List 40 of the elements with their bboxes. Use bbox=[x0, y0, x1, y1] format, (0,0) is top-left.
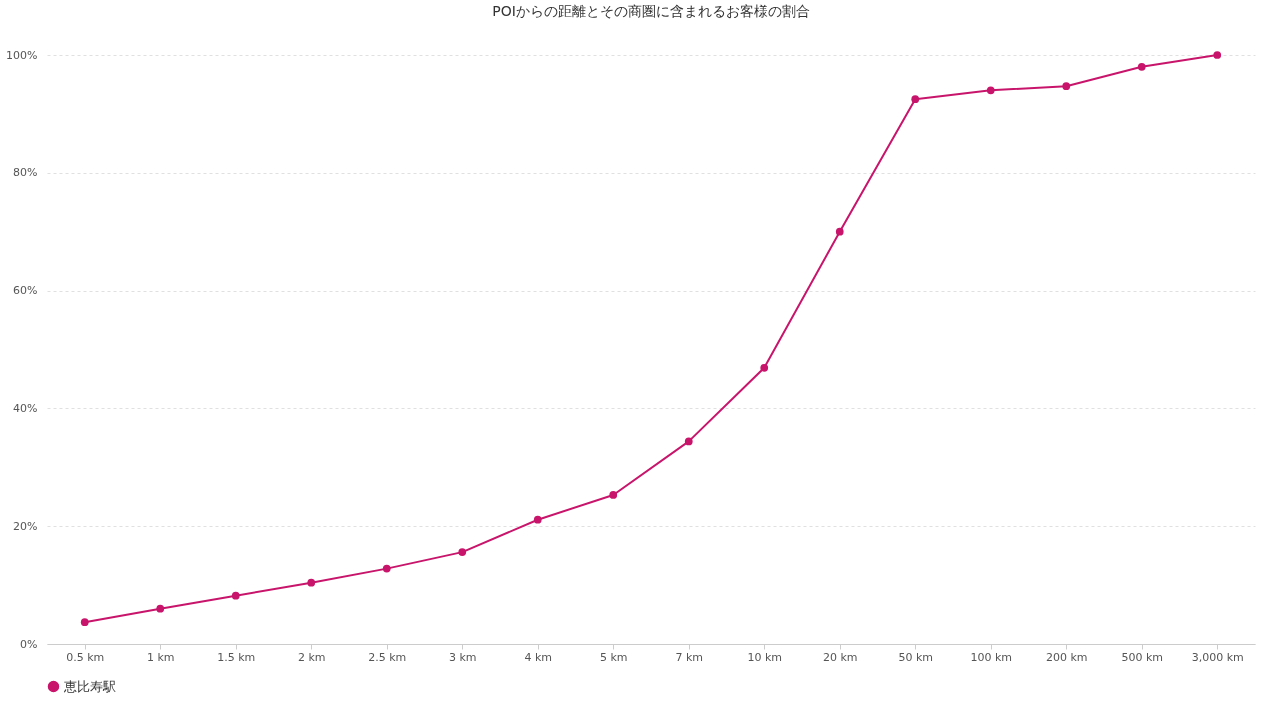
x-tick-label: 50 km bbox=[898, 650, 934, 664]
x-tick-label: 1.5 km bbox=[217, 650, 256, 664]
point bbox=[760, 363, 769, 372]
x-tick-label: 3,000 km bbox=[1191, 650, 1244, 664]
point bbox=[382, 564, 391, 573]
x-tick-label: 0.5 km bbox=[66, 650, 105, 664]
chart-title: POIからの距離とその商圏に含まれるお客様の割合 bbox=[492, 3, 810, 19]
x-tick-label: 7 km bbox=[675, 650, 704, 664]
legend-label: 恵比寿駅 bbox=[63, 678, 116, 694]
point bbox=[231, 591, 240, 600]
y-tick-label: 20% bbox=[13, 519, 38, 533]
y-tick-label: 80% bbox=[13, 166, 38, 180]
x-tick-label: 20 km bbox=[822, 650, 858, 664]
point bbox=[80, 618, 89, 627]
x-tick-label: 3 km bbox=[448, 650, 477, 664]
y-tick-label: 0% bbox=[20, 637, 38, 651]
y-tick-label: 40% bbox=[13, 401, 38, 415]
point bbox=[1213, 51, 1222, 59]
point bbox=[986, 86, 995, 95]
x-tick-label: 4 km bbox=[524, 650, 553, 664]
y-tick-label: 100% bbox=[6, 48, 38, 62]
point bbox=[1062, 82, 1071, 91]
x-tick-label: 2 km bbox=[297, 650, 326, 664]
y-tick-label: 60% bbox=[13, 284, 38, 298]
x-tick-label: 2.5 km bbox=[368, 650, 407, 664]
x-tick-label: 5 km bbox=[599, 650, 628, 664]
point bbox=[835, 227, 844, 236]
x-tick-label: 500 km bbox=[1121, 650, 1164, 664]
point bbox=[911, 95, 920, 104]
point bbox=[609, 491, 618, 499]
x-tick-label: 100 km bbox=[970, 650, 1013, 664]
point bbox=[458, 548, 467, 556]
point bbox=[307, 578, 316, 587]
point bbox=[156, 604, 165, 613]
x-tick-label: 10 km bbox=[747, 650, 783, 664]
point bbox=[533, 515, 542, 524]
point bbox=[1137, 62, 1146, 71]
point bbox=[684, 437, 693, 446]
x-tick-label: 200 km bbox=[1045, 650, 1088, 664]
x-tick-label: 1 km bbox=[146, 650, 175, 664]
